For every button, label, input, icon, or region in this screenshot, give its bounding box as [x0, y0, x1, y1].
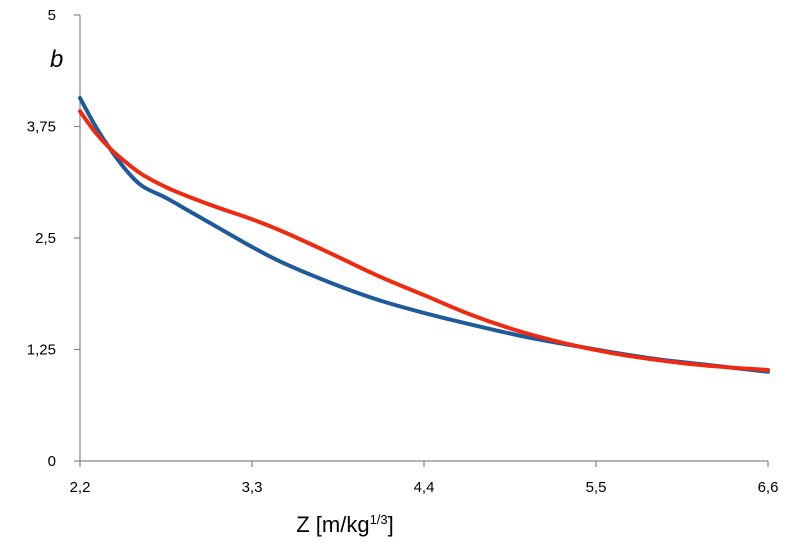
- y-ticks: 0 1,25 2,5 3,75 5: [27, 7, 80, 470]
- axes: [79, 15, 768, 462]
- y-tick-label: 0: [48, 453, 56, 470]
- x-axis-label-close: ]: [388, 512, 394, 537]
- x-axis-label: Z [m/kg1/3]: [296, 512, 394, 537]
- series-line-blue: [78, 95, 770, 374]
- x-ticks: 2,2 3,3 4,4 5,5 6,6: [70, 461, 779, 496]
- y-tick-label: 1,25: [27, 342, 56, 359]
- y-tick-label: 2,5: [35, 230, 56, 247]
- x-tick-label: 6,6: [758, 479, 779, 496]
- y-tick-label: 5: [48, 7, 56, 24]
- series-layer: [78, 95, 770, 374]
- x-tick-label: 2,2: [70, 479, 91, 496]
- x-tick-label: 5,5: [586, 479, 607, 496]
- x-axis-label-sup: 1/3: [370, 512, 388, 527]
- x-axis-label-main: Z [m/kg: [296, 512, 369, 537]
- series-line-red: [78, 109, 770, 373]
- x-tick-label: 4,4: [414, 479, 435, 496]
- y-tick-label: 3,75: [27, 119, 56, 136]
- x-tick-label: 3,3: [242, 479, 263, 496]
- y-axis-label: b: [50, 46, 63, 73]
